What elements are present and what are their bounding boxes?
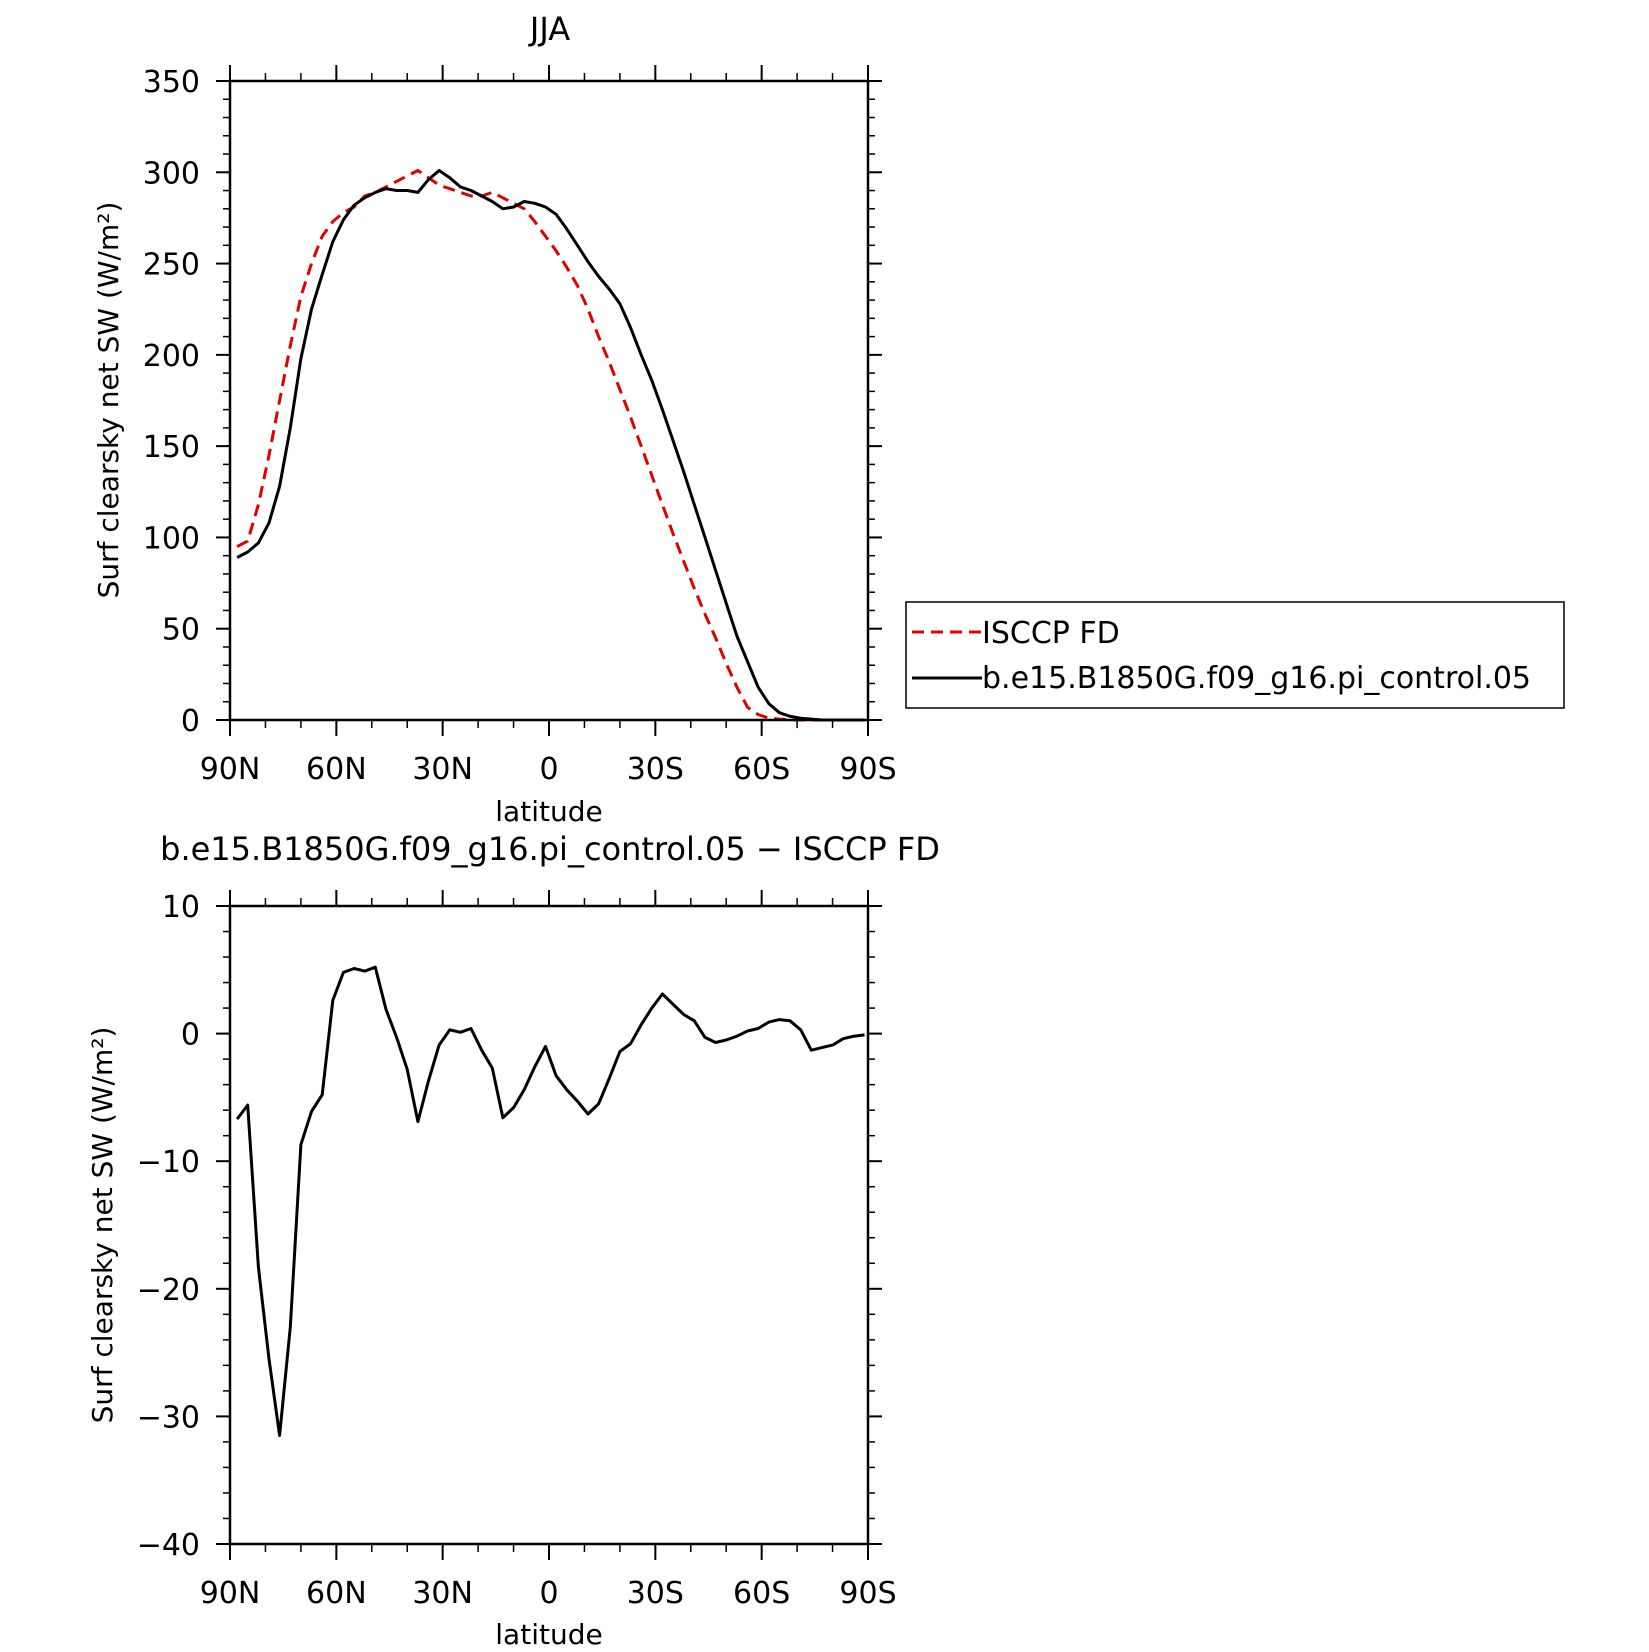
legend: ISCCP FD b.e15.B1850G.f09_g16.pi_control… <box>905 601 1565 709</box>
bottom-y-tick-label: −40 <box>137 1528 200 1563</box>
top-series-line-model <box>236 169 865 722</box>
top-y-ticks: 0 50 100 150 200 250 300 350 <box>143 65 882 739</box>
top-x-tick-label: 30S <box>627 752 684 787</box>
bottom-x-tick-label: 60N <box>306 1576 367 1611</box>
top-x-tick-label: 60N <box>306 752 367 787</box>
top-x-tick-label: 60S <box>733 752 790 787</box>
bottom-plot-frame <box>228 904 870 1546</box>
legend-label-isccp: ISCCP FD <box>982 616 1120 651</box>
bottom-x-tick-label: 90S <box>839 1576 896 1611</box>
legend-item-isccp: ISCCP FD <box>912 616 1120 651</box>
top-plot-frame <box>228 79 870 722</box>
top-x-axis-label: latitude <box>495 795 602 828</box>
top-x-tick-label: 30N <box>412 752 473 787</box>
bottom-x-axis-label: latitude <box>495 1618 602 1651</box>
bottom-x-tick-label: 30N <box>412 1576 473 1611</box>
bottom-x-tick-label: 0 <box>539 1576 558 1611</box>
legend-label-model: b.e15.B1850G.f09_g16.pi_control.05 <box>982 661 1531 696</box>
top-y-tick-label: 350 <box>143 65 200 100</box>
bottom-y-tick-label: −10 <box>137 1145 200 1180</box>
top-y-tick-label: 250 <box>143 248 200 283</box>
bottom-panel: b.e15.B1850G.f09_g16.pi_control.05 − ISC… <box>86 830 940 1651</box>
top-x-tick-label: 90S <box>839 752 896 787</box>
bottom-y-tick-label: 0 <box>181 1018 200 1053</box>
bottom-x-tick-label: 60S <box>733 1576 790 1611</box>
top-panel-title: JJA <box>528 10 570 48</box>
bottom-series-lines <box>235 965 865 1437</box>
bottom-series-line-model <box>235 965 865 1437</box>
top-y-tick-label: 300 <box>143 156 200 191</box>
top-series-line-isccp <box>236 169 865 722</box>
top-x-tick-label: 0 <box>539 752 558 787</box>
bottom-y-tick-label: 10 <box>162 890 200 925</box>
bottom-y-ticks: 10 0 −10 −20 −30 −40 <box>137 890 882 1563</box>
bottom-y-tick-label: −20 <box>137 1273 200 1308</box>
top-y-tick-label: 0 <box>181 704 200 739</box>
top-panel: JJA 0 50 100 150 200 250 300 350 90N 60N 30N 0 30S 6… <box>92 10 1565 828</box>
top-y-tick-label: 200 <box>143 339 200 374</box>
bottom-y-tick-label: −30 <box>137 1400 200 1435</box>
top-x-tick-label: 90N <box>200 752 261 787</box>
top-y-axis-label: Surf clearsky net SW (W/m²) <box>92 202 125 599</box>
bottom-x-ticks: 90N 60N 30N 0 30S 60S 90S <box>200 890 897 1611</box>
top-y-tick-label: 100 <box>143 521 200 556</box>
bottom-y-axis-label: Surf clearsky net SW (W/m²) <box>86 1027 119 1424</box>
top-series-lines <box>236 169 865 722</box>
legend-box <box>905 601 1565 709</box>
bottom-panel-title: b.e15.B1850G.f09_g16.pi_control.05 − ISC… <box>160 830 940 868</box>
top-y-tick-label: 50 <box>162 613 200 648</box>
legend-item-model: b.e15.B1850G.f09_g16.pi_control.05 <box>912 661 1531 696</box>
bottom-x-tick-label: 90N <box>200 1576 261 1611</box>
top-y-tick-label: 150 <box>143 430 200 465</box>
bottom-x-tick-label: 30S <box>627 1576 684 1611</box>
top-x-ticks: 90N 60N 30N 0 30S 60S 90S <box>200 65 897 787</box>
